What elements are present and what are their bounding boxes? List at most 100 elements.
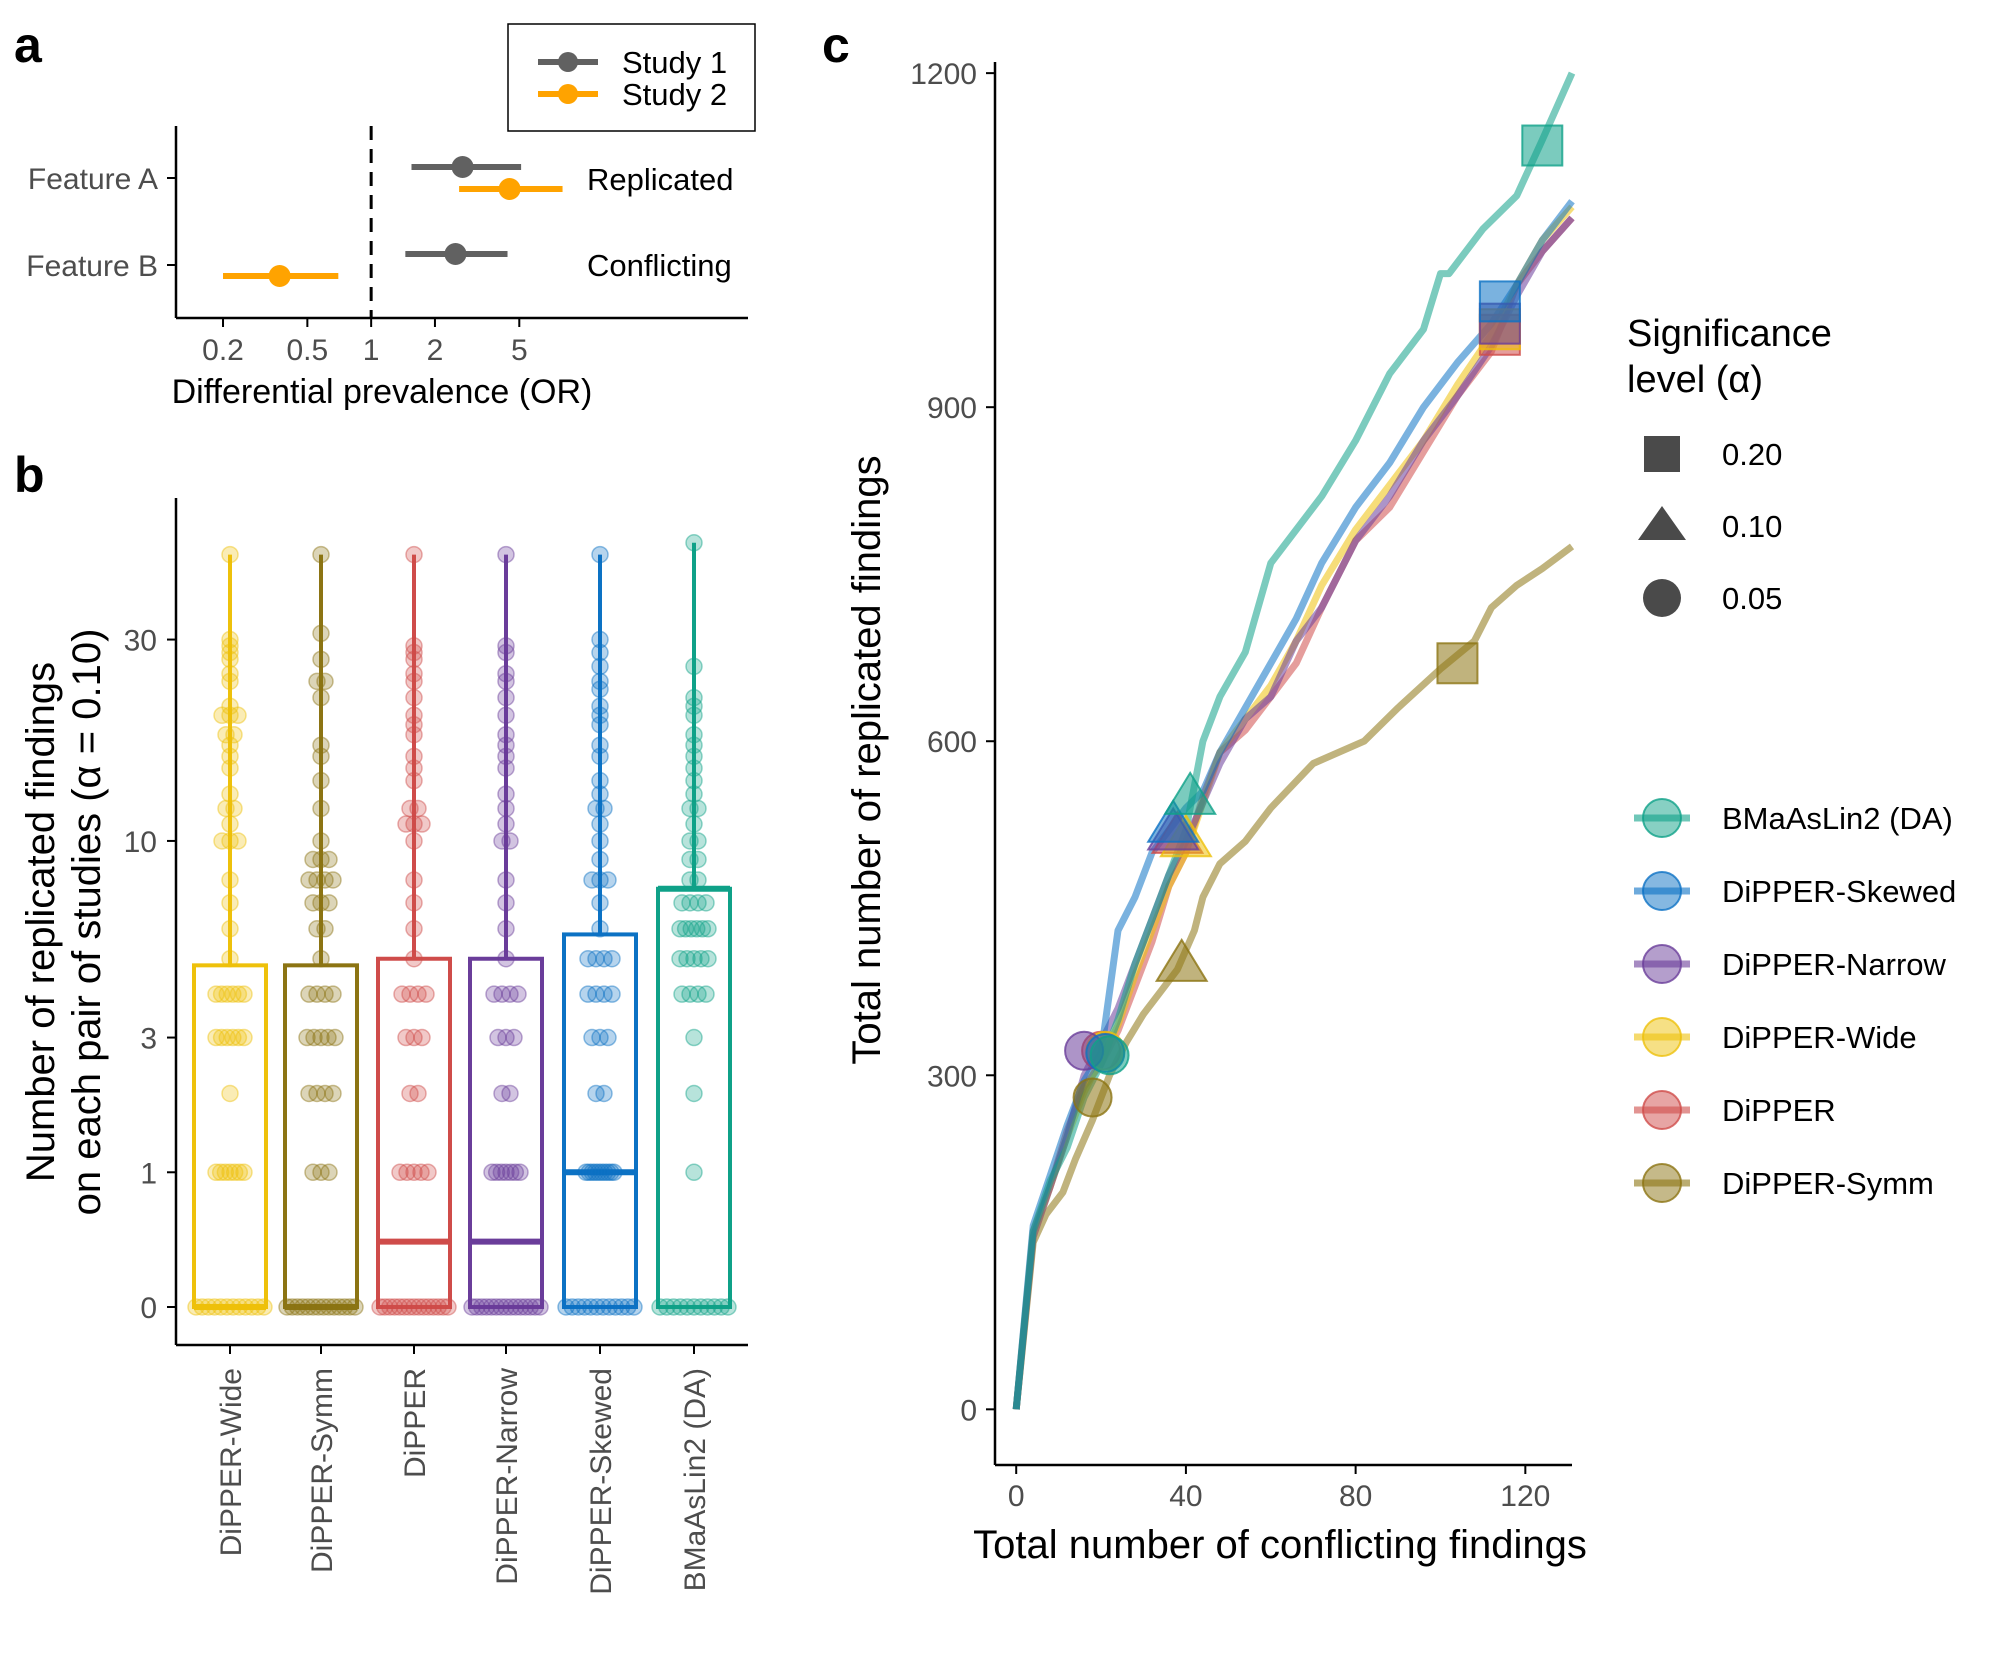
point-dipper-narrow: [509, 985, 527, 1003]
point-dipper-wide: [221, 736, 239, 754]
point-dipper: [405, 664, 423, 683]
point-dipper-skewed: [583, 1028, 601, 1047]
point-dipper: [419, 1163, 437, 1182]
panel-b-y-tick-label: 1: [140, 1157, 157, 1190]
point-dipper: [414, 1298, 433, 1316]
point-dipper-wide: [221, 630, 239, 649]
point-dipper-symm: [312, 688, 330, 707]
line-dipper-narrow: [1012, 215, 1575, 1410]
point-dipper-narrow: [511, 1163, 529, 1182]
point-dipper-wide: [221, 650, 239, 669]
bar-dipper-symm: [283, 963, 359, 1309]
legend-study1-dot: [558, 52, 578, 72]
marker-triangle-dipper-symm: [1154, 938, 1209, 982]
point-dipper-symm: [312, 1028, 330, 1047]
point-dipper-narrow: [526, 1298, 544, 1316]
point-bmaaslin2-da: [671, 920, 689, 938]
point-dipper-wide: [221, 637, 239, 655]
point-dipper-narrow: [489, 1028, 507, 1047]
legend-dot-dipper-narrow: [1642, 944, 1682, 984]
point-dipper-skewed: [591, 657, 609, 676]
point-dipper-skewed: [579, 985, 597, 1003]
point-dipper-wide: [205, 1298, 224, 1316]
point-dipper-symm: [320, 894, 338, 912]
point-dipper-wide: [235, 1028, 253, 1047]
point-dipper-symm: [326, 1028, 344, 1047]
point-dipper-skewed: [591, 680, 609, 699]
point-dipper-skewed: [599, 871, 617, 889]
point-bmaaslin2-da: [685, 747, 703, 766]
panel-a-y-tick-label: Feature A: [28, 163, 158, 196]
point-dipper-symm: [278, 1298, 296, 1316]
point-dipper: [424, 1298, 443, 1316]
panel-b-x-tick-label: DiPPER-Wide: [215, 1368, 248, 1556]
point-dipper-wide: [230, 1298, 249, 1316]
point-bmaaslin2-da: [685, 706, 703, 725]
point-dipper-skewed: [612, 1298, 631, 1316]
point-dipper: [409, 985, 427, 1003]
point-dipper-narrow: [501, 1163, 520, 1182]
point-dipper-narrow: [497, 725, 515, 744]
panel-c-x-tick-label: 80: [1339, 1480, 1372, 1513]
panel-a-x-tick-label: 5: [511, 334, 528, 367]
point-dipper-wide: [217, 725, 235, 744]
point-dipper: [395, 1298, 414, 1316]
point-dipper-symm: [300, 871, 318, 889]
point-dipper-wide: [218, 985, 236, 1003]
point-dipper: [405, 545, 423, 564]
point-dipper-wide: [213, 832, 231, 850]
point-dipper-wide: [221, 747, 239, 766]
point-dipper-skewed: [586, 1163, 605, 1182]
point-dipper-wide: [229, 1028, 248, 1047]
panel-c-x-tick-label: 120: [1500, 1480, 1550, 1513]
point-bmaaslin2-da: [689, 985, 707, 1003]
point-dipper-wide: [217, 799, 235, 818]
panel-b-x-tick-label: DiPPER-Narrow: [491, 1368, 524, 1585]
point-dipper-symm: [341, 1298, 359, 1316]
line-dipper-skewed: [1012, 199, 1575, 1410]
point-dipper-symm: [308, 985, 326, 1003]
panel-c-y-tick-label: 0: [960, 1394, 977, 1427]
point-dipper: [397, 815, 415, 833]
point-dipper: [405, 637, 423, 655]
point-bmaaslin2-da: [651, 1298, 669, 1316]
legend-alpha-005: 0.05: [1722, 581, 1782, 616]
point-dipper-skewed: [591, 832, 609, 850]
point-dipper-wide: [221, 697, 239, 715]
panel-c-method-legend: BMaAsLin2 (DA) DiPPER-Skewed DiPPER-Narrow…: [1634, 798, 1956, 1203]
point-dipper-symm: [320, 1298, 338, 1316]
point-bmaaslin2-da: [685, 736, 703, 754]
point-dipper: [405, 815, 423, 833]
point-dipper-narrow: [497, 672, 515, 691]
point-dipper: [417, 985, 435, 1003]
point-bmaaslin2-da: [685, 1298, 703, 1316]
point-bmaaslin2-da: [697, 894, 715, 912]
point-dipper-wide: [224, 1298, 242, 1316]
marker-circle-dipper-symm: [1072, 1077, 1113, 1118]
panel-c-y-tick-label: 1200: [910, 58, 977, 91]
point-dipper-symm: [312, 832, 330, 850]
point-dipper-symm: [298, 1028, 316, 1047]
point-dipper-wide: [221, 949, 239, 968]
legend-dot-dipper-wide: [1642, 1017, 1682, 1057]
shape-legend-title-line1: Significance: [1627, 313, 1832, 355]
point-dipper: [405, 949, 423, 968]
point-bmaaslin2-da: [685, 725, 703, 744]
panel-b-x-tick-label: DiPPER-Skewed: [585, 1368, 618, 1595]
point-dipper: [405, 643, 423, 662]
legend-study2-label: Study 2: [622, 77, 727, 112]
point-dipper-skewed: [625, 1298, 643, 1316]
point-bmaaslin2-da: [658, 1298, 676, 1316]
point-dipper: [405, 715, 423, 734]
point-dipper-narrow: [483, 1163, 501, 1182]
point-dipper-symm: [325, 1298, 343, 1316]
point-dipper-skewed: [591, 785, 609, 803]
point-dipper: [405, 894, 423, 912]
point-bmaaslin2-da: [712, 1298, 730, 1316]
point-dipper-narrow: [497, 871, 515, 889]
point-dipper-symm: [346, 1298, 364, 1316]
legend-study1-label: Study 1: [622, 45, 727, 80]
point-dipper-symm: [330, 1298, 349, 1316]
annotation-conflicting: Conflicting: [587, 248, 732, 283]
point-dipper: [393, 985, 411, 1003]
